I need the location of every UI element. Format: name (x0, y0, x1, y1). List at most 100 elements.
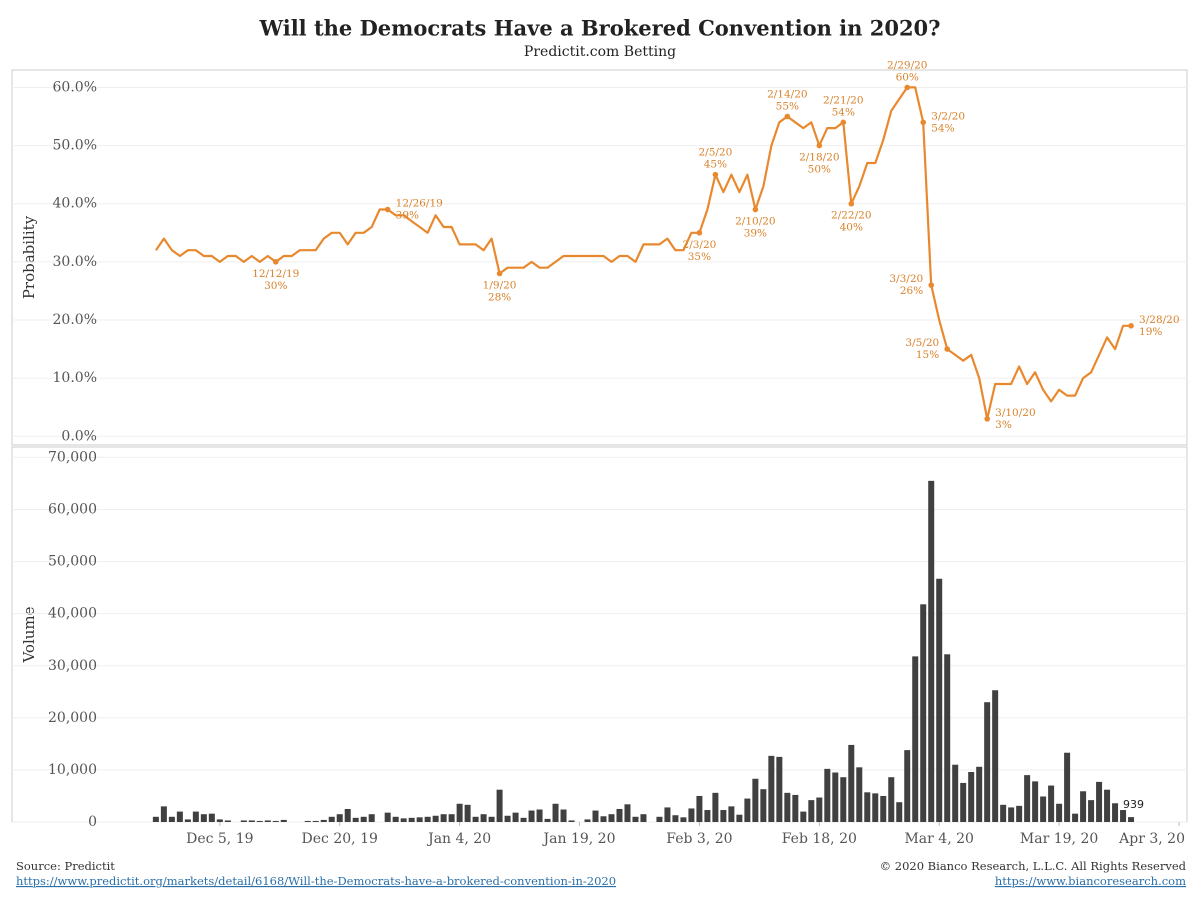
annotation-value: 55% (776, 101, 799, 113)
y-tick-label: 0 (88, 814, 97, 830)
volume-bar (608, 814, 615, 822)
point-marker (904, 84, 911, 91)
volume-bar (688, 808, 695, 822)
volume-bar (760, 789, 767, 822)
volume-bar (560, 809, 567, 822)
volume-bar (1128, 817, 1135, 822)
volume-bar (1032, 781, 1039, 822)
annotation-date: 12/12/19 (252, 268, 299, 280)
y-tick-label: 40.0% (53, 196, 97, 212)
point-marker (984, 416, 990, 422)
y-tick-label: 50,000 (48, 554, 97, 570)
volume-bar (1016, 805, 1023, 822)
probability-line (154, 86, 1131, 420)
site-link[interactable]: https://www.biancoresearch.com (995, 874, 1186, 888)
x-tick-label: Mar 4, 20 (904, 831, 973, 847)
volume-bar (416, 817, 423, 822)
copyright: © 2020 Bianco Research, L.L.C. All Right… (880, 859, 1187, 873)
volume-bar (960, 782, 967, 822)
volume-bar (384, 812, 391, 822)
volume-bar (880, 795, 887, 822)
volume-bar (944, 654, 951, 822)
annotation-date: 2/3/20 (683, 239, 717, 251)
point-marker (840, 119, 847, 126)
volume-bar (664, 807, 671, 822)
volume-bar (464, 804, 471, 822)
volume-bar (208, 813, 215, 822)
annotation-date: 2/18/20 (799, 152, 839, 164)
volume-bar (600, 816, 607, 822)
volume-bar (1064, 752, 1071, 822)
volume-bar (528, 810, 535, 822)
volume-bar (720, 810, 727, 822)
volume-bar (936, 578, 943, 822)
volume-bar (264, 820, 271, 822)
volume-bar (776, 756, 783, 822)
annotation-value: 15% (916, 349, 939, 361)
volume-bar (472, 816, 479, 822)
volume-bar (496, 789, 503, 822)
volume-bar (976, 766, 983, 822)
volume-bar (624, 804, 631, 822)
point-marker (920, 119, 927, 126)
volume-bar (592, 810, 599, 822)
volume-bar (744, 798, 751, 822)
volume-bar (840, 777, 847, 822)
y-tick-label: 30,000 (48, 658, 97, 674)
annotation-value: 3% (995, 419, 1012, 431)
annotation-value: 28% (488, 291, 511, 303)
volume-bar (192, 811, 199, 822)
volume-bar (304, 820, 311, 822)
volume-bar (568, 820, 575, 822)
x-tick-label: Jan 19, 20 (542, 831, 616, 847)
annotation-value: 50% (808, 164, 831, 176)
volume-bar (400, 818, 407, 822)
annotation-value: 26% (900, 285, 923, 297)
volume-bar (712, 792, 719, 822)
volume-bar (392, 816, 399, 822)
source: Source: Predictit (16, 859, 115, 873)
annotation-date: 3/2/20 (931, 110, 965, 122)
volume-bar (704, 810, 711, 822)
volume-bar (280, 819, 287, 822)
annotation-value: 19% (1139, 326, 1162, 338)
volume-bar (368, 814, 375, 822)
volume-bar (320, 819, 327, 822)
volume-bar (816, 797, 823, 822)
volume-bar (504, 815, 511, 822)
annotation-value: 45% (704, 159, 727, 171)
volume-bar (1080, 791, 1087, 822)
point-marker (848, 200, 855, 207)
volume-bar (1040, 796, 1047, 822)
y-tick-label: 30.0% (53, 254, 97, 270)
data-label: 939 (1123, 798, 1144, 811)
volume-bar (864, 792, 871, 822)
volume-bar (632, 816, 639, 822)
volume-bar (184, 819, 191, 822)
volume-bar (1072, 813, 1079, 822)
volume-bar (872, 793, 879, 822)
volume-bar (672, 815, 679, 822)
annotation-value: 39% (396, 210, 419, 222)
volume-bar (152, 816, 159, 822)
annotation-value: 30% (264, 280, 287, 292)
volume-bar (968, 772, 975, 822)
volume-bar (904, 750, 911, 822)
volume-bar (824, 768, 831, 822)
chart-title: Will the Democrats Have a Brokered Conve… (259, 16, 941, 41)
panel-frame (11, 446, 1188, 823)
annotation-date: 3/28/20 (1139, 314, 1179, 326)
annotation-date: 2/21/20 (823, 94, 863, 106)
volume-bar (784, 792, 791, 822)
point-marker (696, 229, 703, 236)
source-link[interactable]: https://www.predictit.org/markets/detail… (16, 874, 616, 888)
volume-bar (640, 814, 647, 822)
x-tick-label: Feb 18, 20 (782, 831, 857, 847)
annotation-date: 12/26/19 (396, 198, 443, 210)
point-marker (496, 270, 503, 277)
point-marker (384, 206, 391, 213)
volume-bar (424, 816, 431, 822)
y-tick-label: 40,000 (48, 606, 97, 622)
volume-bar (216, 819, 223, 822)
